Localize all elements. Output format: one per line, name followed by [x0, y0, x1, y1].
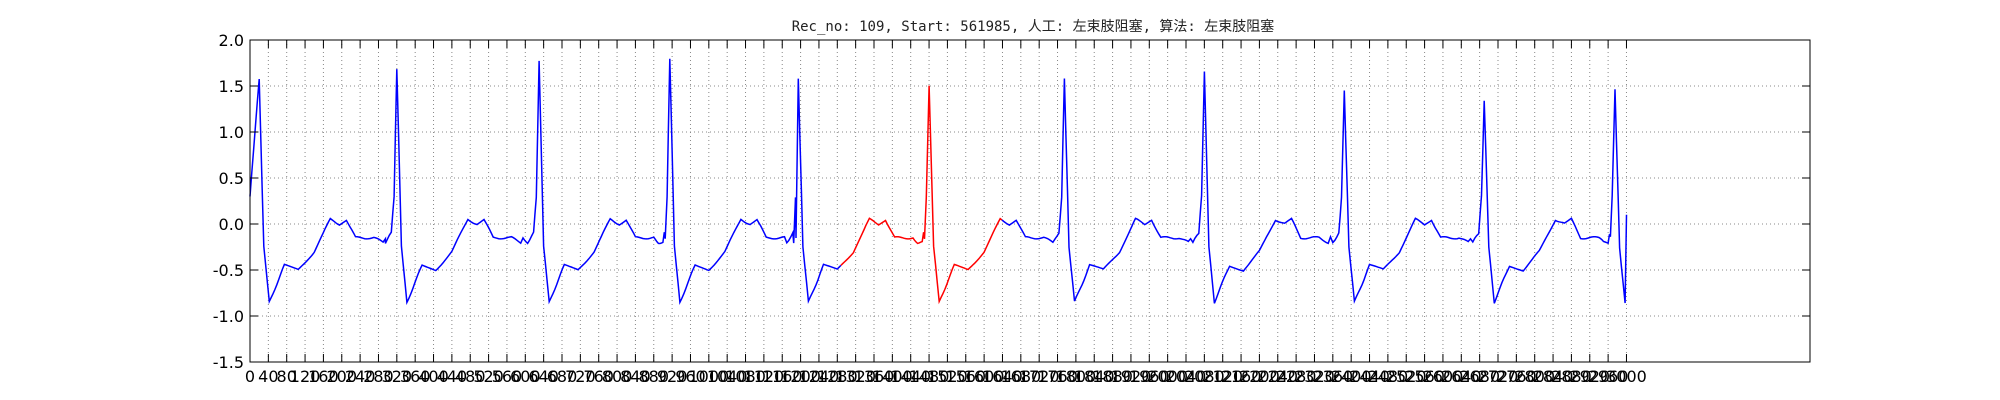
normal-segment — [249, 58, 842, 306]
ecg-series — [249, 58, 1628, 306]
x-tick-label: 2040 — [1166, 367, 1207, 386]
y-axis-ticks: -1.5 -1.0 -0.5 0.0 0.5 1.0 1.5 2.0 — [213, 31, 1810, 372]
x-tick-label: 1680 — [1000, 367, 1041, 386]
x-tick-label: 280 — [363, 367, 394, 386]
x-tick-label: 160 — [308, 367, 339, 386]
x-tick-label: 2120 — [1202, 367, 1243, 386]
x-tick-label: 720 — [565, 367, 596, 386]
x-tick-label: 1080 — [725, 367, 766, 386]
x-tick-label: 480 — [455, 367, 486, 386]
x-tick-label: 80 — [277, 367, 297, 386]
x-tick-label: 3000 — [1606, 367, 1647, 386]
x-tick-label: 920 — [657, 367, 688, 386]
x-tick-label: 200 — [326, 367, 357, 386]
x-tick-label: 1240 — [799, 367, 840, 386]
x-tick-label: 2280 — [1276, 367, 1317, 386]
x-tick-label: 1520 — [927, 367, 968, 386]
x-tick-label: 840 — [620, 367, 651, 386]
x-tick-label: 2480 — [1368, 367, 1409, 386]
x-tick-label: 2880 — [1551, 367, 1592, 386]
x-tick-label: 0 — [245, 367, 255, 386]
x-tick-label: 2800 — [1514, 367, 1555, 386]
x-tick-label: 1560 — [945, 367, 986, 386]
x-tick-label: 2440 — [1349, 367, 1390, 386]
x-tick-label: 760 — [583, 367, 614, 386]
x-tick-label: 2000 — [1147, 367, 1188, 386]
x-tick-label: 1400 — [872, 367, 913, 386]
x-tick-label: 1920 — [1111, 367, 1152, 386]
x-tick-label: 1640 — [982, 367, 1023, 386]
x-tick-label: 1280 — [817, 367, 858, 386]
x-tick-label: 2560 — [1404, 367, 1445, 386]
y-tick-label: -1.5 — [213, 353, 244, 372]
x-tick-label: 1760 — [1037, 367, 1078, 386]
x-tick-label: 2320 — [1294, 367, 1335, 386]
x-tick-label: 40 — [258, 367, 278, 386]
x-tick-label: 1880 — [1092, 367, 1133, 386]
x-tick-label: 2640 — [1441, 367, 1482, 386]
x-tick-label: 2400 — [1331, 367, 1372, 386]
highlighted-segment — [840, 85, 1003, 305]
x-tick-label: 1360 — [854, 367, 895, 386]
x-tick-label: 1120 — [744, 367, 785, 386]
x-tick-label: 1840 — [1074, 367, 1115, 386]
y-tick-label: 0.5 — [219, 169, 244, 188]
grid-lines — [249, 39, 1810, 363]
x-tick-label: 2360 — [1312, 367, 1353, 386]
x-tick-label: 1440 — [890, 367, 931, 386]
x-tick-label: 2160 — [1221, 367, 1262, 386]
x-tick-label: 2240 — [1257, 367, 1298, 386]
x-tick-label: 1040 — [707, 367, 748, 386]
x-tick-label: 600 — [510, 367, 541, 386]
x-tick-label: 2680 — [1459, 367, 1500, 386]
x-tick-label: 2920 — [1569, 367, 1610, 386]
x-tick-label: 1480 — [909, 367, 950, 386]
x-tick-label: 320 — [382, 367, 413, 386]
x-tick-label: 1000 — [688, 367, 729, 386]
x-tick-label: 240 — [345, 367, 376, 386]
x-tick-label: 1160 — [762, 367, 803, 386]
plot-frame — [249, 39, 1811, 363]
x-tick-label: 2760 — [1496, 367, 1537, 386]
x-tick-label: 120 — [290, 367, 321, 386]
y-tick-label: -1.0 — [213, 307, 244, 326]
x-tick-label: 400 — [418, 367, 449, 386]
y-tick-label: 0.0 — [219, 215, 244, 234]
x-tick-label: 2520 — [1386, 367, 1427, 386]
x-tick-label: 1600 — [964, 367, 1005, 386]
x-tick-label: 560 — [492, 367, 523, 386]
y-tick-label: -0.5 — [213, 261, 244, 280]
x-tick-label: 1960 — [1129, 367, 1170, 386]
x-tick-label: 2720 — [1478, 367, 1519, 386]
x-tick-label: 360 — [400, 367, 431, 386]
x-tick-label: 1800 — [1056, 367, 1097, 386]
x-tick-label: 2840 — [1533, 367, 1574, 386]
x-tick-label: 640 — [528, 367, 559, 386]
x-tick-label: 2600 — [1423, 367, 1464, 386]
x-tick-label: 960 — [675, 367, 706, 386]
x-tick-label: 520 — [473, 367, 504, 386]
normal-segment — [1001, 71, 1628, 305]
chart-title: Rec_no: 109, Start: 561985, 人工: 左束肢阻塞, 算… — [792, 18, 1275, 35]
x-tick-label: 1200 — [780, 367, 821, 386]
x-tick-label: 800 — [602, 367, 633, 386]
x-tick-label: 2960 — [1588, 367, 1629, 386]
x-tick-label: 1320 — [835, 367, 876, 386]
y-tick-label: 1.5 — [219, 77, 244, 96]
x-tick-label: 440 — [437, 367, 468, 386]
x-tick-label: 680 — [547, 367, 578, 386]
x-tick-label: 880 — [638, 367, 669, 386]
x-axis-ticks: 0 408012016020024028032036040044048052056… — [245, 40, 1647, 386]
x-tick-label: 2080 — [1184, 367, 1225, 386]
y-tick-label: 2.0 — [219, 31, 244, 50]
y-tick-label: 1.0 — [219, 123, 244, 142]
x-tick-label: 2200 — [1239, 367, 1280, 386]
x-tick-label: 1720 — [1019, 367, 1060, 386]
